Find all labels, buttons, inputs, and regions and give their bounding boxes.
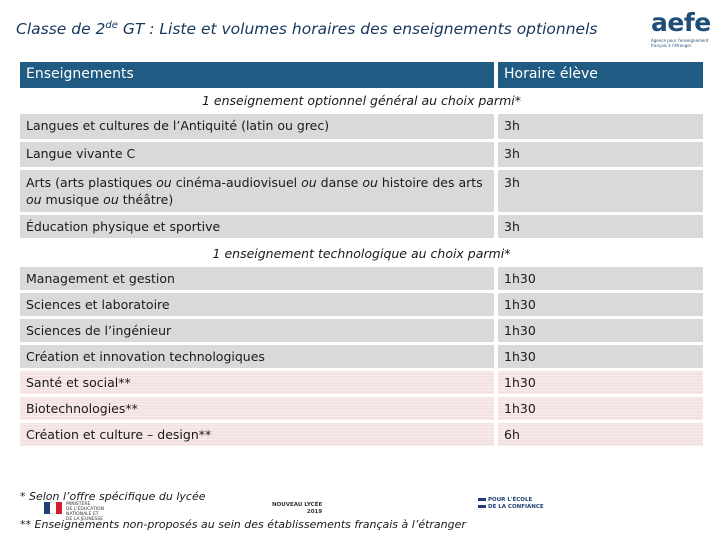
row-hours: 6h <box>498 423 703 449</box>
aefe-logo: aefe Agence pour l'enseignement français… <box>651 8 717 49</box>
row-label: Création et innovation technologiques <box>20 345 498 371</box>
table-row: Sciences de l’ingénieur 1h30 <box>20 319 703 345</box>
row-hours: 3h <box>498 170 703 215</box>
row-label: Santé et social** <box>20 371 498 397</box>
header-enseignements: Enseignements <box>20 62 498 88</box>
section-title: 1 enseignement optionnel général au choi… <box>20 88 703 114</box>
section-header: 1 enseignement optionnel général au choi… <box>20 88 703 114</box>
enseignements-table: Enseignements Horaire élève 1 enseigneme… <box>20 62 703 449</box>
table-row: Biotechnologies** 1h30 <box>20 397 703 423</box>
table-row: Création et culture – design** 6h <box>20 423 703 449</box>
logo-subtitle: Agence pour l'enseignement français à l'… <box>651 38 709 48</box>
row-label: Sciences de l’ingénieur <box>20 319 498 345</box>
row-label: Arts (arts plastiques ou cinéma-audiovis… <box>20 170 498 215</box>
row-label: Management et gestion <box>20 267 498 293</box>
section-title: 1 enseignement technologique au choix pa… <box>20 241 703 267</box>
row-label: Biotechnologies** <box>20 397 498 423</box>
row-hours: 1h30 <box>498 397 703 423</box>
table-row: Création et innovation technologiques 1h… <box>20 345 703 371</box>
row-label: Sciences et laboratoire <box>20 293 498 319</box>
row-hours: 1h30 <box>498 293 703 319</box>
row-label: Éducation physique et sportive <box>20 215 498 241</box>
section-header: 1 enseignement technologique au choix pa… <box>20 241 703 267</box>
row-hours: 1h30 <box>498 345 703 371</box>
table-row: Langue vivante C 3h <box>20 142 703 170</box>
logo-name: aefe <box>651 8 711 37</box>
row-label: Création et culture – design** <box>20 423 498 449</box>
row-label: Langue vivante C <box>20 142 498 170</box>
ecole-confiance-logo: POUR L'ÉCOLE DE LA CONFIANCE <box>478 497 544 511</box>
table-row: Management et gestion 1h30 <box>20 267 703 293</box>
row-hours: 1h30 <box>498 319 703 345</box>
row-hours: 3h <box>498 215 703 241</box>
page-title: Classe de 2de GT : Liste et volumes hora… <box>16 20 598 39</box>
nouveau-lycee-logo: NOUVEAU LYCÉE 2019 <box>272 502 323 515</box>
row-label: Langues et cultures de l’Antiquité (lati… <box>20 114 498 142</box>
row-hours: 3h <box>498 142 703 170</box>
table-row: Arts (arts plastiques ou cinéma-audiovis… <box>20 170 703 215</box>
french-flag-icon <box>44 502 62 514</box>
row-hours: 3h <box>498 114 703 142</box>
footnote-non-proposes: ** Enseignements non-proposés au sein de… <box>20 518 466 531</box>
row-hours: 1h30 <box>498 371 703 397</box>
table-row: Santé et social** 1h30 <box>20 371 703 397</box>
header-horaire: Horaire élève <box>498 62 703 88</box>
footnote-offre: * Selon l’offre spécifique du lycée <box>20 490 206 503</box>
row-hours: 1h30 <box>498 267 703 293</box>
ministere-logo: MINISTÈRE DE L'ÉDUCATION NATIONALE ET DE LA… <box>66 502 104 522</box>
table-row: Éducation physique et sportive 3h <box>20 215 703 241</box>
table-row: Langues et cultures de l’Antiquité (lati… <box>20 114 703 142</box>
table-row: Sciences et laboratoire 1h30 <box>20 293 703 319</box>
